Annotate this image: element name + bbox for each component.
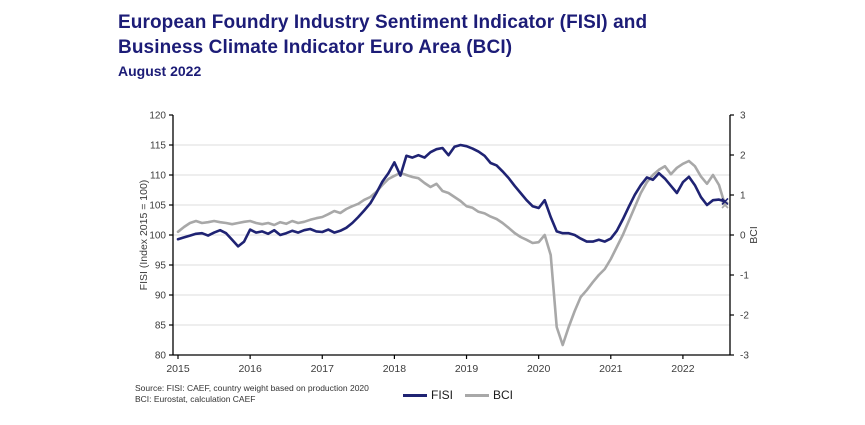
source-line1: Source: FISI: CAEF, country weight based… — [135, 383, 369, 393]
left-axis-tick-label: 120 — [149, 111, 166, 122]
fisi-end-marker — [721, 197, 729, 205]
left-axis-tick-label: 105 — [149, 201, 166, 212]
left-axis-tick-label: 100 — [149, 231, 166, 242]
legend-item-bci: BCI — [465, 388, 513, 402]
right-axis-tick-label: 3 — [740, 111, 746, 122]
source-line2: BCI: Eurostat, calculation CAEF — [135, 394, 256, 404]
fisi-legend-label: FISI — [431, 388, 454, 402]
x-axis-tick-label: 2017 — [311, 363, 335, 375]
left-axis-tick-label: 110 — [150, 171, 166, 182]
x-axis-tick-label: 2019 — [455, 363, 479, 375]
chart-title-block: European Foundry Industry Sentiment Indi… — [118, 10, 647, 79]
left-axis-tick-label: 80 — [155, 351, 167, 362]
right-axis-tick-label: -3 — [740, 351, 749, 362]
chart-legend: FISI BCI — [403, 388, 513, 402]
bci-legend-swatch — [465, 393, 490, 397]
left-axis-tick-label: 95 — [155, 261, 167, 272]
right-axis-tick-label: -2 — [740, 311, 749, 322]
source-note: Source: FISI: CAEF, country weight based… — [135, 383, 369, 405]
right-axis-tick-label: 0 — [740, 231, 746, 242]
x-axis-tick-label: 2015 — [166, 363, 190, 375]
page-title-line2: Business Climate Indicator Euro Area (BC… — [118, 37, 513, 58]
right-axis-tick-label: 2 — [740, 151, 746, 162]
fisi-line — [176, 143, 727, 248]
x-axis-tick-label: 2021 — [599, 363, 623, 375]
left-axis-title: FISI (Index 2015 = 100) — [138, 180, 150, 291]
legend-item-fisi: FISI — [403, 388, 453, 402]
x-axis-tick-label: 2018 — [383, 363, 407, 375]
page-title-line1: European Foundry Industry Sentiment Indi… — [118, 12, 648, 33]
page-subtitle: August 2022 — [118, 63, 202, 79]
bci-line — [176, 159, 727, 347]
left-axis-tick-label: 85 — [155, 321, 167, 332]
right-axis-title: BCI — [748, 226, 760, 244]
left-axis-tick-label: 115 — [150, 141, 166, 152]
bci-legend-label: BCI — [493, 388, 514, 402]
x-axis-tick-label: 2016 — [238, 363, 262, 375]
right-axis-tick-label: -1 — [740, 271, 749, 282]
right-axis-tick-label: 1 — [740, 191, 746, 202]
left-axis-tick-label: 90 — [155, 291, 167, 302]
x-axis-tick-label: 2020 — [527, 363, 551, 375]
fisi-legend-swatch — [403, 393, 427, 397]
x-axis-tick-label: 2022 — [671, 363, 695, 375]
